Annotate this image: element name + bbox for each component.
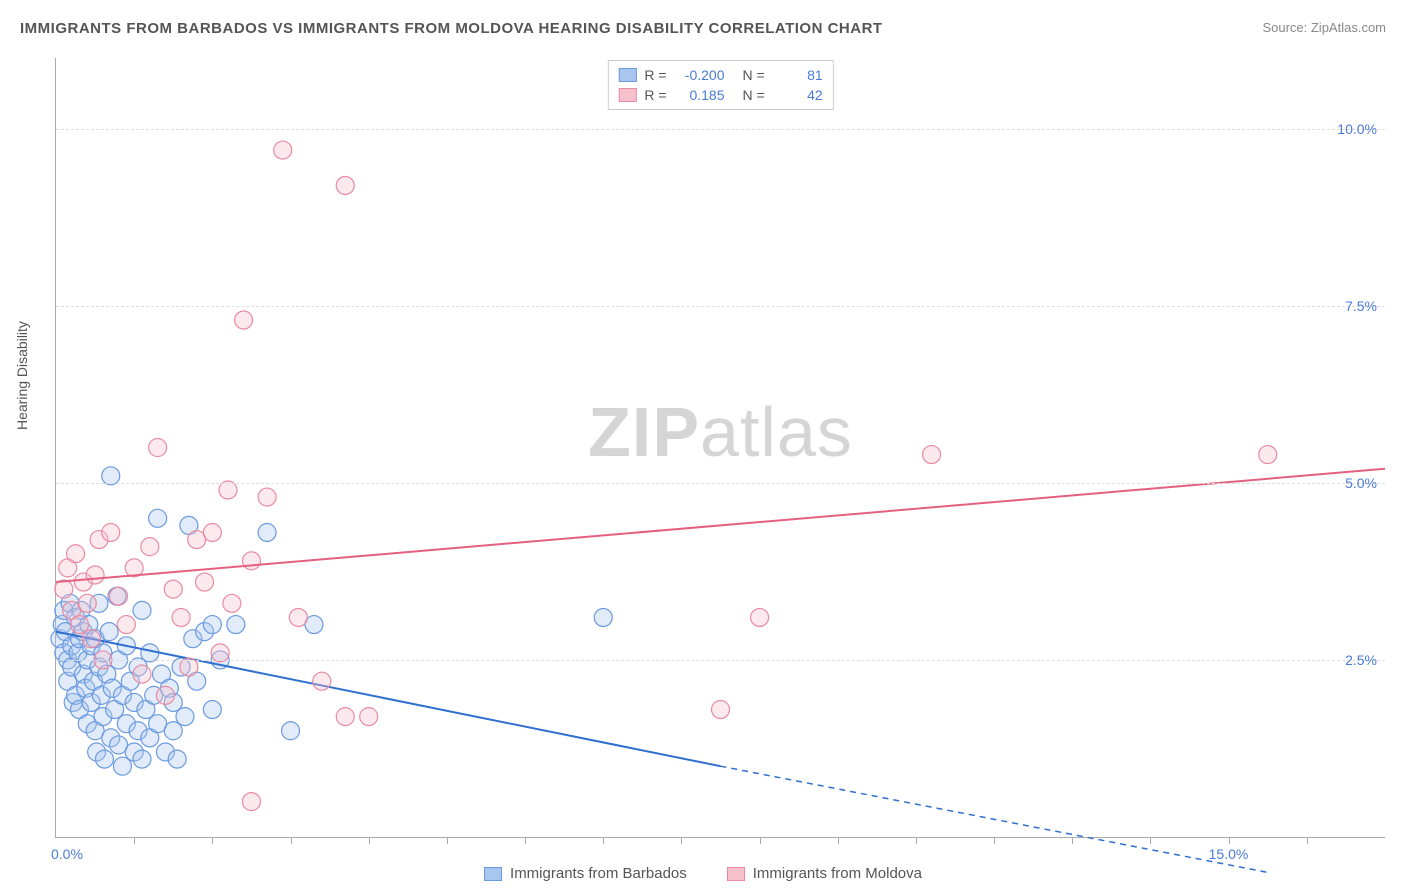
data-point xyxy=(164,580,182,598)
data-point xyxy=(100,623,118,641)
data-point xyxy=(289,608,307,626)
data-point xyxy=(282,722,300,740)
data-point xyxy=(196,573,214,591)
data-point xyxy=(235,311,253,329)
data-point xyxy=(751,608,769,626)
data-point xyxy=(156,686,174,704)
data-point xyxy=(923,446,941,464)
data-point xyxy=(313,672,331,690)
legend-item-barbados: Immigrants from Barbados xyxy=(484,865,687,882)
data-point xyxy=(102,523,120,541)
data-point xyxy=(168,750,186,768)
y-tick-label: 2.5% xyxy=(1345,652,1377,668)
swatch-moldova-icon xyxy=(727,867,745,881)
data-point xyxy=(258,488,276,506)
y-tick-label: 5.0% xyxy=(1345,475,1377,491)
data-point xyxy=(82,630,100,648)
data-point xyxy=(95,750,113,768)
data-point xyxy=(242,552,260,570)
y-tick-label: 7.5% xyxy=(1345,298,1377,314)
data-point xyxy=(223,594,241,612)
data-point xyxy=(203,523,221,541)
chart-title: IMMIGRANTS FROM BARBADOS VS IMMIGRANTS F… xyxy=(20,20,883,37)
legend-item-moldova: Immigrants from Moldova xyxy=(727,865,922,882)
data-point xyxy=(133,601,151,619)
trend-line-extrapolated xyxy=(721,766,1268,872)
data-point xyxy=(1259,446,1277,464)
y-axis-label: Hearing Disability xyxy=(14,321,30,430)
x-tick-label-left: 0.0% xyxy=(51,846,83,862)
data-point xyxy=(149,439,167,457)
data-point xyxy=(78,594,96,612)
data-point xyxy=(242,793,260,811)
data-point xyxy=(203,616,221,634)
data-point xyxy=(117,616,135,634)
chart-svg xyxy=(56,58,1385,837)
trend-line xyxy=(56,469,1385,582)
data-point xyxy=(203,701,221,719)
data-point xyxy=(149,509,167,527)
source-attribution: Source: ZipAtlas.com xyxy=(1262,20,1386,35)
data-point xyxy=(712,701,730,719)
data-point xyxy=(336,176,354,194)
x-tick-label-right: 15.0% xyxy=(1209,846,1249,862)
data-point xyxy=(67,545,85,563)
data-point xyxy=(133,665,151,683)
data-point xyxy=(258,523,276,541)
data-point xyxy=(176,708,194,726)
data-point xyxy=(141,538,159,556)
data-point xyxy=(110,587,128,605)
data-point xyxy=(360,708,378,726)
y-tick-label: 10.0% xyxy=(1337,121,1377,137)
data-point xyxy=(133,750,151,768)
legend-bottom: Immigrants from Barbados Immigrants from… xyxy=(484,865,922,882)
data-point xyxy=(86,566,104,584)
swatch-barbados-icon xyxy=(484,867,502,881)
data-point xyxy=(172,608,190,626)
data-point xyxy=(336,708,354,726)
data-point xyxy=(274,141,292,159)
data-point xyxy=(227,616,245,634)
plot-area: ZIPatlas R =-0.200 N =81 R =0.185 N =42 … xyxy=(55,58,1385,838)
data-point xyxy=(594,608,612,626)
